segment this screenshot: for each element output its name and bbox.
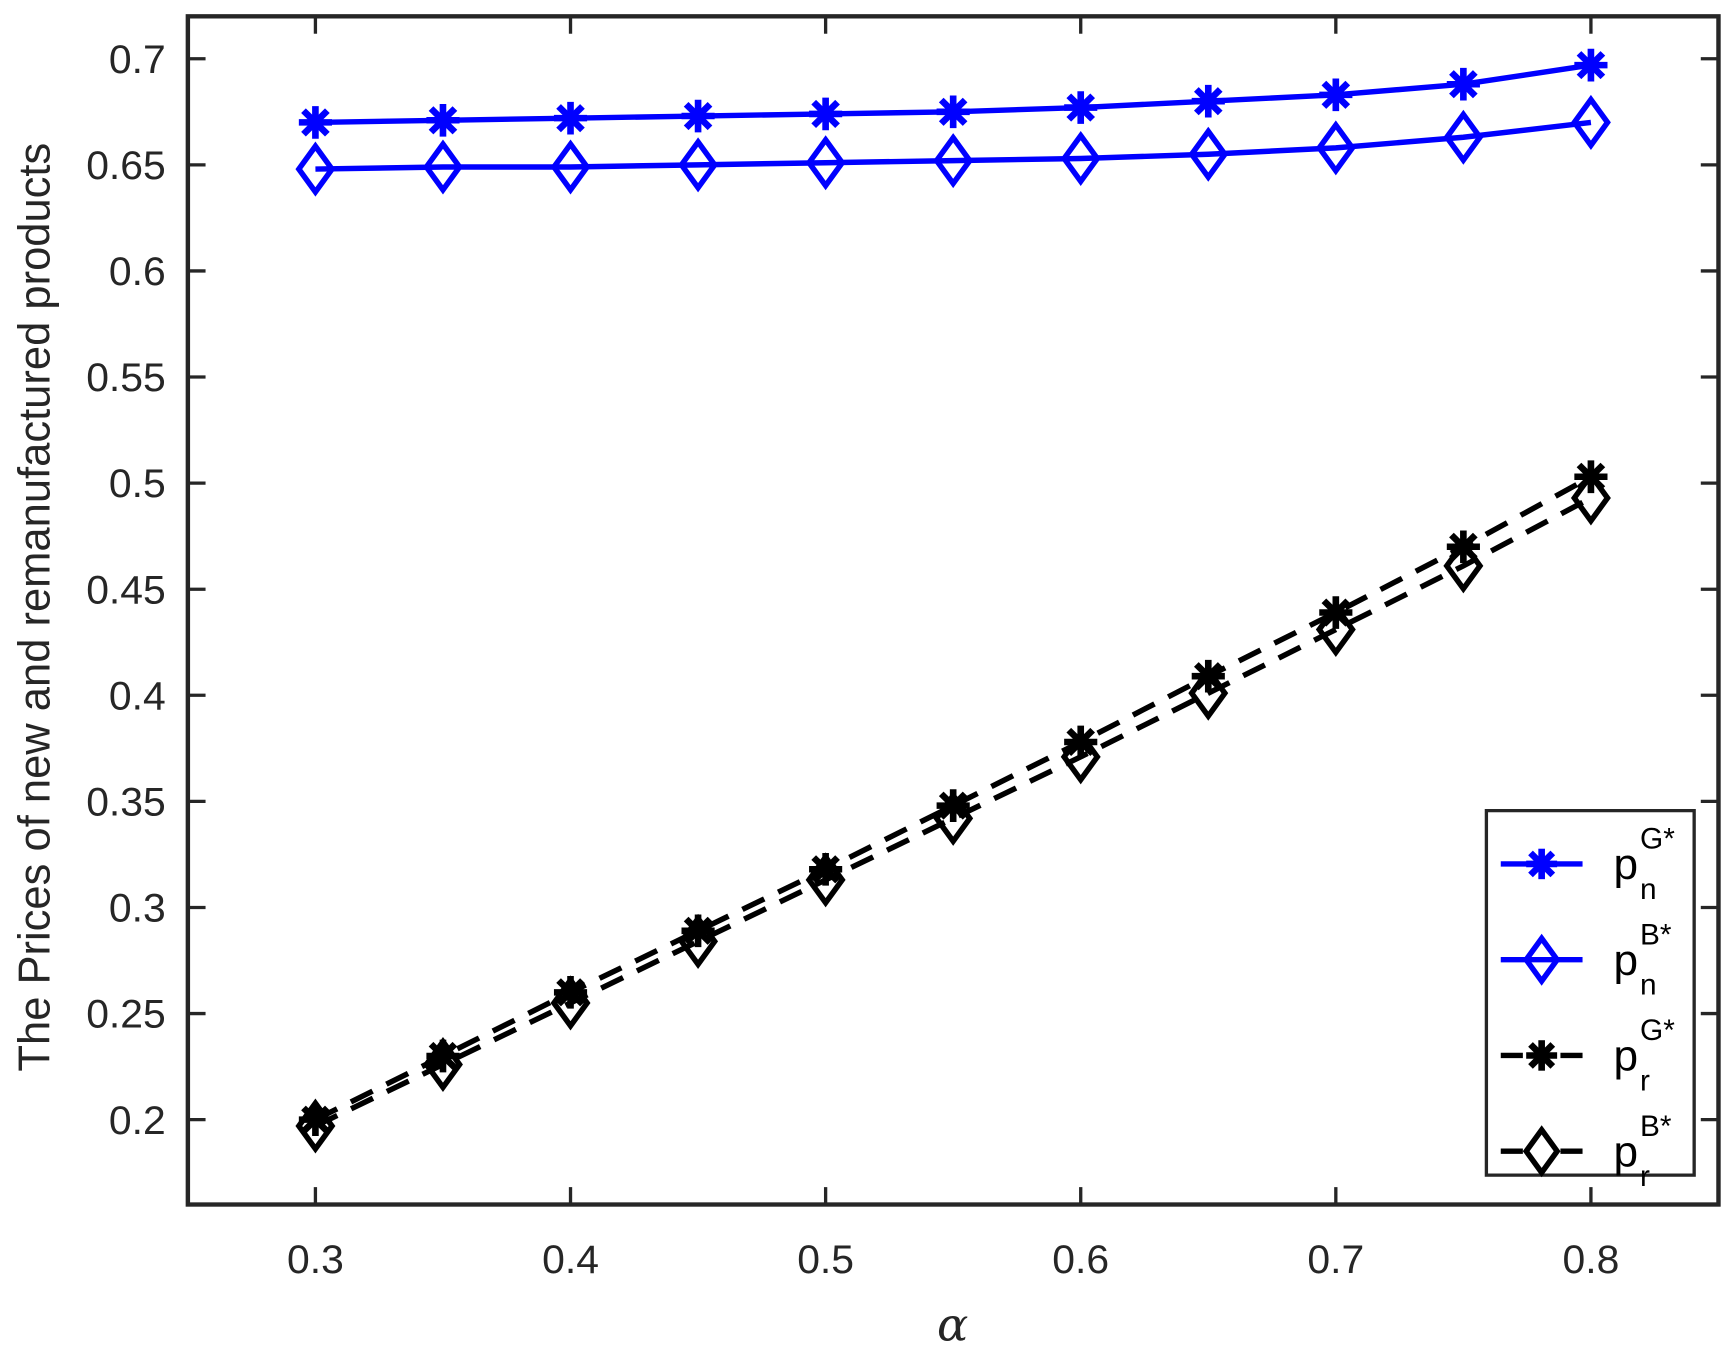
data-point (678, 913, 719, 969)
y-tick-label: 0.45 (86, 567, 166, 613)
data-point (1315, 120, 1356, 176)
legend-label-subscript: n (1640, 969, 1657, 1002)
data-point (423, 139, 463, 195)
data-point (295, 1098, 336, 1154)
legend-label: p (1613, 1032, 1638, 1081)
data-point (681, 99, 715, 133)
y-tick-label: 0.6 (109, 248, 166, 294)
data-point (1188, 126, 1229, 182)
x-tick-label: 0.5 (797, 1236, 854, 1282)
legend-label: p (1613, 840, 1638, 889)
y-tick-label: 0.4 (109, 673, 166, 719)
y-tick-label: 0.65 (86, 142, 166, 188)
series-prb (295, 470, 1611, 1154)
legend-label-subscript: r (1640, 1160, 1650, 1193)
data-point (1443, 109, 1484, 165)
y-tick-label: 0.25 (86, 991, 166, 1037)
data-point (809, 97, 843, 131)
x-tick-label: 0.8 (1563, 1236, 1620, 1282)
y-tick-label: 0.5 (109, 461, 166, 507)
data-point (1319, 78, 1353, 112)
data-point (553, 101, 588, 135)
legend-label-superscript: G* (1640, 1014, 1675, 1047)
data-point (1570, 94, 1611, 150)
data-point (423, 1036, 463, 1093)
axes: 0.3 0.4 0.5 0.6 0.7 0.8 0.2 0.25 0.3 0.35 0.4 0.45 0… (86, 14, 1721, 1282)
data-point (1446, 67, 1480, 101)
legend-label-superscript: G* (1640, 823, 1675, 856)
legend-label-subscript: n (1640, 873, 1657, 906)
legend-label-subscript: r (1640, 1064, 1650, 1097)
legend-label-superscript: B* (1640, 919, 1672, 952)
legend: pnG*pnB*prG*prB* (1484, 808, 1696, 1193)
data-point (805, 852, 846, 908)
y-tick-label: 0.2 (109, 1097, 166, 1143)
data-point (1060, 729, 1101, 785)
data-point (550, 139, 591, 195)
series-pnb (295, 94, 1611, 197)
legend-label: p (1613, 936, 1638, 985)
data-point (1570, 470, 1611, 526)
legend-box (1484, 808, 1696, 1177)
series-png (298, 48, 1608, 139)
y-axis-title: The Prices of new and remanufactured pro… (10, 143, 59, 1072)
data-point (1188, 665, 1229, 721)
data-point (1191, 84, 1225, 118)
data-point (805, 135, 846, 191)
y-tick-label: 0.3 (109, 885, 166, 931)
legend-entry: pr G* (1500, 1014, 1675, 1097)
data-point (1574, 48, 1608, 82)
data-point (426, 103, 460, 137)
legend-label-superscript: B* (1640, 1110, 1672, 1143)
y-tick-label: 0.55 (86, 354, 166, 400)
data-point (1443, 538, 1484, 594)
data-point (933, 790, 974, 846)
y-tick-label: 0.7 (109, 36, 166, 82)
x-tick-label: 0.6 (1052, 1236, 1109, 1282)
data-point (1315, 601, 1356, 658)
legend-entry: pn B* (1500, 919, 1672, 1002)
legend-entry: pn G* (1500, 823, 1675, 906)
legend-label: p (1613, 1128, 1638, 1177)
data-point (933, 133, 974, 189)
x-tick-label: 0.7 (1307, 1236, 1364, 1282)
x-axis-title: α (937, 1298, 968, 1352)
data-point (1064, 91, 1098, 124)
x-tick-label: 0.4 (542, 1236, 599, 1282)
axes-box (185, 14, 1721, 1207)
data-point (936, 95, 970, 129)
data-point (1060, 130, 1101, 187)
data-point (295, 141, 336, 197)
data-point (298, 106, 332, 139)
data-point (678, 137, 719, 193)
plot-series (295, 48, 1611, 1154)
x-tick-label: 0.3 (287, 1236, 344, 1282)
y-tick-label: 0.35 (86, 779, 166, 825)
data-point (550, 975, 591, 1031)
legend-entry: pr B* (1500, 1110, 1672, 1193)
